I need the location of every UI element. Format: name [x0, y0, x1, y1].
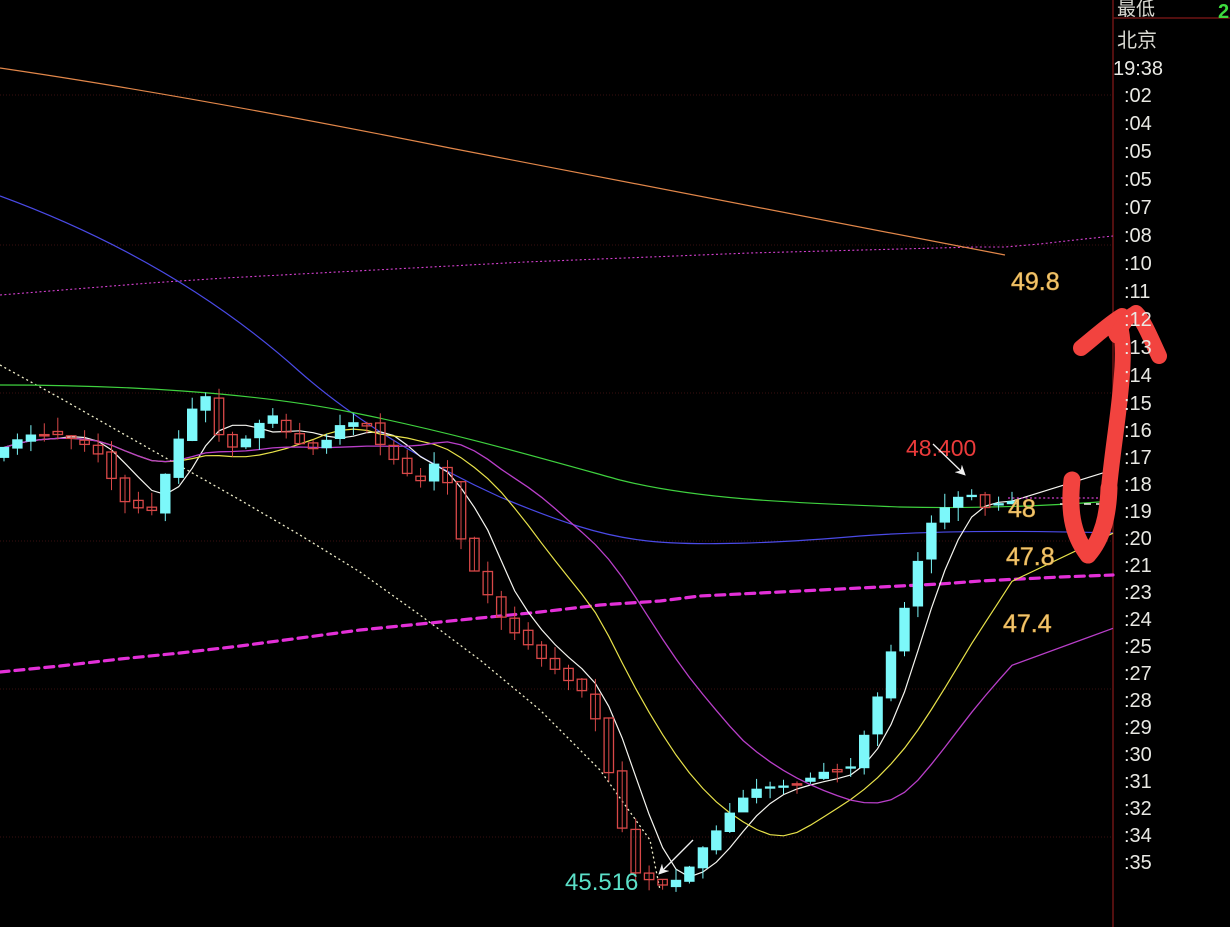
svg-text::04: :04: [1124, 113, 1152, 135]
svg-text:48.400: 48.400: [906, 435, 976, 461]
svg-text::10: :10: [1124, 253, 1152, 275]
svg-text::02: :02: [1124, 85, 1152, 107]
svg-text::23: :23: [1124, 582, 1152, 604]
svg-text::05: :05: [1124, 169, 1152, 191]
svg-text::24: :24: [1124, 609, 1152, 631]
svg-text::07: :07: [1124, 197, 1152, 219]
svg-text:49.8: 49.8: [1011, 268, 1060, 296]
svg-text::19: :19: [1124, 501, 1152, 523]
svg-text::14: :14: [1124, 365, 1152, 387]
svg-text:48: 48: [1008, 495, 1036, 523]
svg-text::28: :28: [1124, 690, 1152, 712]
svg-text::29: :29: [1124, 717, 1152, 739]
svg-text::17: :17: [1124, 447, 1152, 469]
svg-text::11: :11: [1124, 281, 1150, 303]
svg-text::21: :21: [1124, 555, 1152, 577]
svg-text::31: :31: [1124, 771, 1152, 793]
svg-text::05: :05: [1124, 141, 1152, 163]
svg-text::27: :27: [1124, 663, 1152, 685]
svg-text::34: :34: [1124, 825, 1152, 847]
svg-text::32: :32: [1124, 798, 1152, 820]
svg-text::13: :13: [1124, 337, 1152, 359]
svg-text::16: :16: [1124, 420, 1152, 442]
svg-text:47.8: 47.8: [1006, 543, 1055, 571]
svg-text:45.516: 45.516: [565, 869, 638, 896]
svg-text:47.4: 47.4: [1003, 610, 1052, 638]
svg-text::30: :30: [1124, 744, 1152, 766]
svg-text:北京: 北京: [1117, 29, 1157, 52]
svg-text::12: :12: [1124, 309, 1152, 331]
svg-text:最低: 最低: [1117, 0, 1155, 20]
svg-text:2: 2: [1218, 1, 1229, 23]
svg-text::25: :25: [1124, 636, 1152, 658]
svg-text::15: :15: [1124, 393, 1152, 415]
svg-text::35: :35: [1124, 852, 1152, 874]
svg-text::18: :18: [1124, 474, 1152, 496]
svg-text::20: :20: [1124, 528, 1152, 550]
svg-text::08: :08: [1124, 225, 1152, 247]
svg-text:19:38: 19:38: [1113, 58, 1163, 80]
